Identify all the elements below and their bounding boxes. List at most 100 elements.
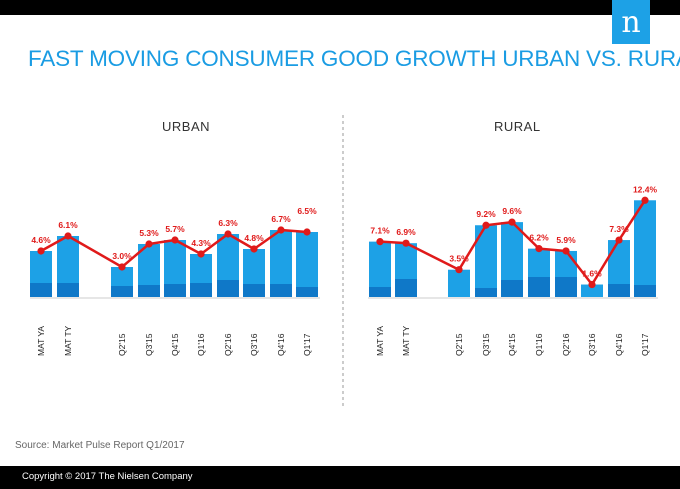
rural-growth-point	[535, 245, 543, 253]
rural-growth-point	[482, 221, 490, 229]
rural-bar-segment	[475, 288, 497, 297]
urban-bar	[164, 240, 186, 297]
urban-growth-point	[303, 228, 311, 236]
urban-growth-point	[224, 230, 232, 238]
rural-category-label: Q4'15	[507, 333, 517, 356]
rural-growth-point	[562, 247, 570, 255]
source-note: Source: Market Pulse Report Q1/2017	[15, 440, 185, 451]
rural-data-label: 6.9%	[396, 227, 416, 237]
urban-data-label: 4.3%	[191, 238, 211, 248]
urban-data-label: 6.3%	[218, 218, 238, 228]
rural-data-label: 9.2%	[476, 209, 496, 219]
urban-bar-segment	[57, 283, 79, 297]
rural-growth-point	[615, 236, 623, 244]
rural-bar-segment	[528, 277, 550, 297]
rural-growth-point	[588, 280, 596, 289]
urban-category-label: Q2'15	[117, 333, 127, 356]
urban-bar-segment	[243, 284, 265, 297]
rural-data-label: 5.9%	[556, 235, 576, 245]
copyright-text: Copyright © 2017 The Nielsen Company	[22, 471, 193, 482]
urban-data-label: 4.6%	[31, 235, 51, 245]
rural-panel-title: RURAL	[494, 119, 541, 134]
urban-bar-segment	[30, 283, 52, 297]
rural-category-label: Q1'16	[534, 333, 544, 356]
rural-data-label: 12.4%	[633, 184, 658, 194]
nielsen-logo: n	[612, 0, 650, 44]
urban-bar-segment	[138, 285, 160, 297]
urban-category-label: Q4'15	[170, 333, 180, 356]
urban-growth-point	[197, 250, 205, 258]
rural-growth-point	[455, 266, 463, 274]
urban-data-label: 4.8%	[244, 233, 264, 243]
urban-growth-point	[277, 226, 285, 234]
urban-category-label: Q1'17	[302, 333, 312, 356]
rural-growth-point	[641, 196, 649, 204]
footer-bar: Copyright © 2017 The Nielsen Company	[0, 466, 680, 489]
top-bar	[0, 0, 680, 15]
rural-growth-line	[379, 199, 647, 286]
rural-bar-segment	[555, 277, 577, 297]
urban-growth-point	[171, 236, 179, 244]
rural-growth-point	[508, 218, 516, 226]
urban-category-label: MAT TY	[63, 325, 73, 356]
urban-data-label: 6.5%	[297, 206, 317, 216]
urban-data-label: 5.3%	[139, 228, 159, 238]
urban-category-label: Q2'16	[223, 333, 233, 356]
rural-bar	[634, 200, 656, 297]
rural-bar-segment	[608, 284, 630, 297]
urban-data-label: 6.7%	[271, 214, 291, 224]
rural-bar	[581, 284, 603, 297]
rural-bar-segment	[634, 285, 656, 297]
rural-bar	[608, 240, 630, 297]
rural-category-label: Q2'15	[454, 333, 464, 356]
page-title: FAST MOVING CONSUMER GOOD GROWTH URBAN V…	[28, 46, 680, 71]
urban-bar-segment	[111, 286, 133, 297]
rural-bar-segment	[395, 279, 417, 297]
rural-bar	[448, 269, 470, 297]
urban-bar-segment	[296, 287, 318, 297]
urban-bar	[270, 230, 292, 297]
rural-data-label: 7.3%	[609, 224, 629, 234]
urban-data-label: 3.0%	[112, 251, 132, 261]
urban-category-label: Q4'16	[276, 333, 286, 356]
rural-category-label: Q3'16	[587, 333, 597, 356]
urban-growth-point	[118, 263, 126, 271]
rural-growth-point	[376, 238, 384, 246]
urban-category-label: Q1'16	[196, 333, 206, 356]
rural-category-label: MAT YA	[375, 326, 385, 356]
rural-growth-point	[402, 239, 410, 247]
rural-bar	[501, 222, 523, 297]
rural-data-label: 3.5%	[449, 254, 469, 264]
rural-category-label: Q1'17	[640, 333, 650, 356]
rural-bar-segment	[369, 287, 391, 297]
rural-bar-segment	[501, 280, 523, 297]
urban-growth-point	[145, 240, 153, 248]
urban-category-label: MAT YA	[36, 326, 46, 356]
rural-category-label: Q2'16	[561, 333, 571, 356]
urban-growth-point	[37, 247, 45, 255]
urban-panel-title: URBAN	[162, 119, 211, 134]
urban-data-label: 6.1%	[58, 220, 78, 230]
urban-bar	[57, 236, 79, 297]
rural-data-label: 9.6%	[502, 206, 522, 216]
rural-bar	[369, 241, 391, 297]
urban-bar-segment	[164, 284, 186, 297]
rural-category-label: Q3'15	[481, 333, 491, 356]
urban-bar-segment	[217, 280, 239, 297]
rural-data-label: 6.2%	[529, 233, 549, 243]
urban-data-label: 5.7%	[165, 224, 185, 234]
urban-category-label: Q3'15	[144, 333, 154, 356]
urban-category-label: Q3'16	[249, 333, 259, 356]
urban-growth-point	[64, 232, 72, 240]
urban-bar	[296, 232, 318, 297]
urban-growth-point	[250, 245, 258, 253]
urban-bar	[138, 244, 160, 297]
urban-growth-line	[40, 228, 308, 269]
rural-category-label: Q4'16	[614, 333, 624, 356]
rural-data-label: 7.1%	[370, 226, 390, 236]
rural-bar	[475, 225, 497, 297]
urban-bar-segment	[270, 284, 292, 297]
rural-category-label: MAT TY	[401, 325, 411, 356]
urban-bar-segment	[190, 283, 212, 297]
